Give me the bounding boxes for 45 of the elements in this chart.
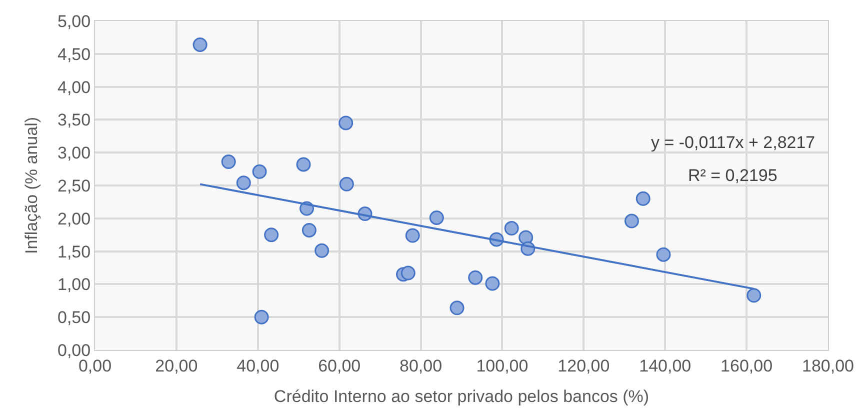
annotation: y = -0,0117x + 2,8217 [651,133,816,152]
point [314,243,330,258]
x-tick-label: 180,00 [802,356,854,376]
point [429,210,444,225]
y-tick-label: 2,50 [58,176,91,196]
point [192,37,208,52]
point [254,310,269,324]
point [236,176,251,190]
point [252,164,267,179]
x-tick-label: 160,00 [720,356,773,376]
point [296,157,311,172]
x-axis-title: Crédito Interno ao setor privado pelos bancos (%) [274,386,650,406]
y-tick-label: 3,50 [58,110,91,130]
y-axis-title: Inflação (% anual) [22,116,42,254]
y-tick-label: 4,00 [58,78,91,97]
y-tick-label: 0,50 [58,308,91,328]
point [264,228,279,242]
x-tick-label: 100,00 [476,356,528,376]
point [485,276,500,291]
x-tick-label: 60,00 [318,356,361,376]
y-tick-label: 1,00 [58,275,91,294]
point [338,116,354,130]
point [468,270,483,285]
point [221,154,236,170]
y-tick-label: 4,50 [58,44,91,64]
point [302,222,316,238]
y-tick-label: 2,00 [58,209,91,228]
x-tick-label: 80,00 [400,356,442,376]
point [624,214,639,228]
point [504,221,519,236]
point [746,288,762,303]
point [400,266,416,280]
point [636,191,650,206]
annotation: R² = 0,2195 [688,166,778,185]
y-tick-label: 3,00 [58,144,91,163]
y-tick-label: 5,00 [58,12,91,31]
x-tick-label: 140,00 [639,356,692,376]
point [450,300,464,316]
x-tick-label: 120,00 [558,356,610,376]
x-tick-label: 20,00 [155,356,198,376]
y-tick-label: 1,50 [58,242,91,262]
x-tick-label: 40,00 [236,356,280,376]
point [339,176,354,192]
point [405,228,420,243]
point [656,247,671,262]
